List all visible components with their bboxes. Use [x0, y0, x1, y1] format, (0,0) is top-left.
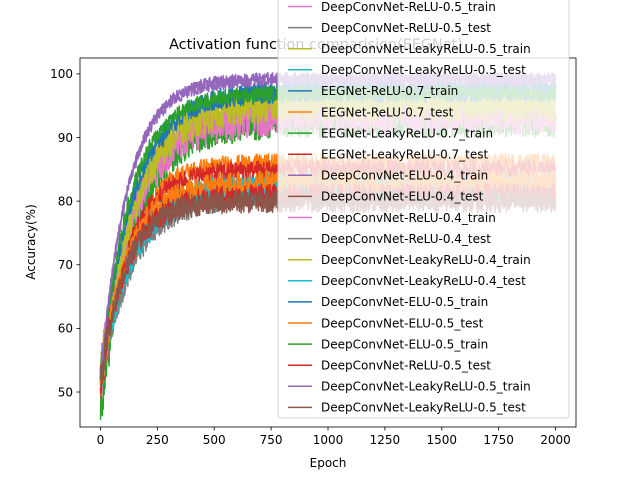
legend-label-12: DeepConvNet-LeakyReLU-0.4_train	[321, 253, 531, 267]
x-tick-label-7: 1750	[483, 433, 514, 447]
axes-group: 0 250 500 750 1000 1250 1500 1750 2000 50 60 70 80 90…	[50, 57, 577, 447]
legend: DeepConvNet-ReLU-0.5_train DeepConvNet-Re…	[277, 0, 570, 419]
x-tick-label-5: 1250	[370, 433, 401, 447]
legend-label-13: DeepConvNet-LeakyReLU-0.4_test	[321, 274, 526, 288]
legend-label-7: EEGNet-LeakyReLU-0.7_test	[321, 148, 488, 162]
legend-label-14: DeepConvNet-ELU-0.5_train	[321, 295, 488, 309]
legend-label-6: EEGNet-LeakyReLU-0.7_train	[321, 126, 493, 140]
x-tick-label-0: 0	[97, 433, 105, 447]
legend-label-3: DeepConvNet-LeakyReLU-0.5_test	[321, 63, 526, 77]
legend-label-0: DeepConvNet-ReLU-0.5_train	[321, 0, 496, 14]
x-tick-label-8: 2000	[540, 433, 571, 447]
legend-label-19: DeepConvNet-LeakyReLU-0.5_test	[321, 401, 526, 415]
y-tick-label-5: 100	[50, 67, 73, 81]
legend-label-18: DeepConvNet-LeakyReLU-0.5_train	[321, 380, 531, 394]
legend-label-8: DeepConvNet-ELU-0.4_train	[321, 169, 488, 183]
legend-label-11: DeepConvNet-ReLU-0.4_test	[321, 232, 491, 246]
legend-label-16: DeepConvNet-ELU-0.5_train	[321, 337, 488, 351]
legend-label-10: DeepConvNet-ReLU-0.4_train	[321, 211, 496, 225]
legend-label-1: DeepConvNet-ReLU-0.5_test	[321, 21, 491, 35]
y-tick-label-0: 50	[58, 385, 73, 399]
legend-label-5: EEGNet-ReLU-0.7_test	[321, 105, 454, 119]
x-tick-label-1: 250	[146, 433, 169, 447]
x-tick-label-3: 750	[260, 433, 283, 447]
y-tick-label-3: 80	[58, 194, 73, 208]
x-tick-label-6: 1500	[426, 433, 457, 447]
y-tick-label-2: 70	[58, 258, 73, 272]
legend-label-2: DeepConvNet-LeakyReLU-0.5_train	[321, 42, 531, 56]
legend-label-17: DeepConvNet-ReLU-0.5_test	[321, 359, 491, 373]
legend-box	[277, 0, 570, 419]
legend-label-15: DeepConvNet-ELU-0.5_test	[321, 316, 484, 330]
y-tick-label-4: 90	[58, 131, 73, 145]
legend-label-4: EEGNet-ReLU-0.7_train	[321, 84, 458, 98]
x-tick-label-2: 500	[203, 433, 226, 447]
y-tick-label-1: 60	[58, 322, 73, 336]
legend-label-9: DeepConvNet-ELU-0.4_test	[321, 190, 484, 204]
x-tick-label-4: 1000	[313, 433, 344, 447]
x-axis-label: Epoch	[310, 456, 347, 470]
y-axis-label: Accuracy(%)	[24, 204, 38, 280]
